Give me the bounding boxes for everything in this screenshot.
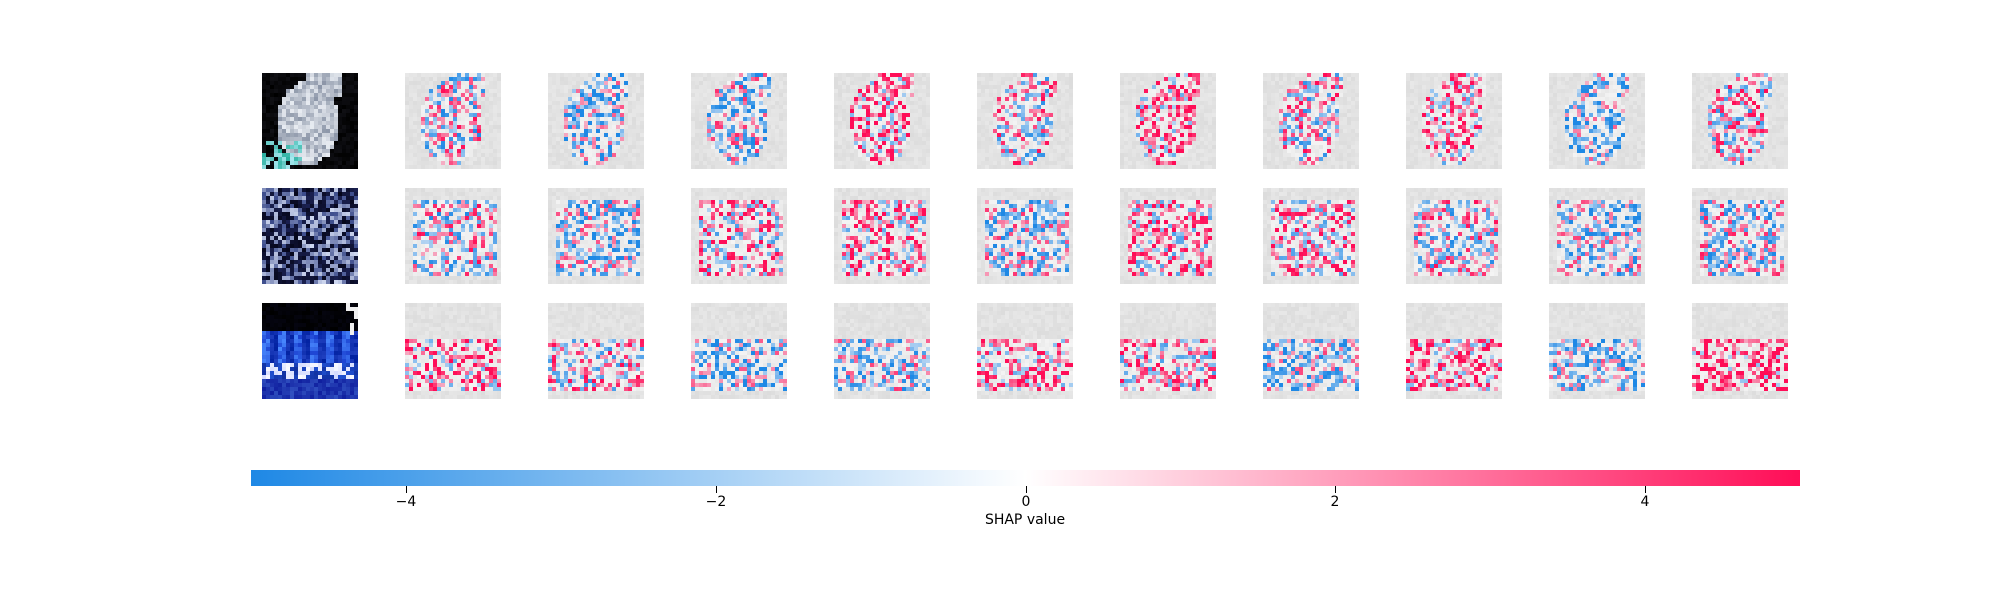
shap-map: [405, 73, 501, 169]
shap-map-image-2-class-8: [1549, 188, 1645, 284]
colorbar-gradient: [251, 470, 1800, 486]
colorbar-tick: [406, 486, 407, 493]
shap-map: [691, 188, 787, 284]
shap-map-image-1-class-2: [691, 73, 787, 169]
shap-map: [1549, 188, 1645, 284]
shap-map-image-1-class-8: [1549, 73, 1645, 169]
shap-map-image-1-class-6: [1263, 73, 1359, 169]
shap-map: [405, 188, 501, 284]
input-image-image-1: [262, 73, 358, 169]
colorbar-tick: [1645, 486, 1646, 493]
shap-map-image-1-class-5: [1120, 73, 1216, 169]
shap-map: [548, 303, 644, 399]
shap-map-image-1-class-7: [1406, 73, 1502, 169]
shap-map: [691, 303, 787, 399]
shap-map: [1549, 303, 1645, 399]
shap-map-image-1-class-3: [834, 73, 930, 169]
shap-map-image-1-class-9: [1692, 73, 1788, 169]
input-image: [262, 188, 358, 284]
shap-map-image-2-class-5: [1120, 188, 1216, 284]
shap-map-image-2-class-7: [1406, 188, 1502, 284]
shap-map-image-2-class-2: [691, 188, 787, 284]
shap-map-image-2-class-3: [834, 188, 930, 284]
input-image-image-3: [262, 303, 358, 399]
shap-map: [1406, 303, 1502, 399]
shap-map: [1120, 303, 1216, 399]
shap-map: [548, 188, 644, 284]
colorbar-tick: [716, 486, 717, 493]
shap-map-image-2-class-6: [1263, 188, 1359, 284]
shap-map: [405, 303, 501, 399]
shap-map-image-1-class-1: [548, 73, 644, 169]
shap-map: [1120, 73, 1216, 169]
shap-map: [548, 73, 644, 169]
shap-map-image-2-class-9: [1692, 188, 1788, 284]
shap-map: [1692, 303, 1788, 399]
colorbar-tick: [1335, 486, 1336, 493]
colorbar-tick-label: 4: [1640, 494, 1650, 510]
shap-map: [1120, 188, 1216, 284]
shap-map: [1549, 73, 1645, 169]
input-image: [262, 303, 358, 399]
shap-map: [834, 73, 930, 169]
colorbar: [251, 470, 1800, 486]
shap-map: [1406, 73, 1502, 169]
shap-map-image-3-class-4: [977, 303, 1073, 399]
colorbar-tick-label: −4: [395, 494, 417, 510]
shap-map-image-2-class-4: [977, 188, 1073, 284]
input-image: [262, 73, 358, 169]
colorbar-tick-label: 2: [1330, 494, 1340, 510]
shap-map-image-2-class-1: [548, 188, 644, 284]
shap-map: [977, 303, 1073, 399]
shap-map: [834, 188, 930, 284]
shap-map: [1263, 188, 1359, 284]
shap-map-image-3-class-6: [1263, 303, 1359, 399]
shap-map: [1692, 188, 1788, 284]
shap-map-image-1-class-4: [977, 73, 1073, 169]
input-image-image-2: [262, 188, 358, 284]
shap-map-image-3-class-3: [834, 303, 930, 399]
shap-map: [977, 188, 1073, 284]
shap-map-image-3-class-5: [1120, 303, 1216, 399]
shap-map-image-3-class-9: [1692, 303, 1788, 399]
shap-map-image-2-class-0: [405, 188, 501, 284]
shap-map: [1263, 303, 1359, 399]
shap-map-image-1-class-0: [405, 73, 501, 169]
shap-map: [1406, 188, 1502, 284]
colorbar-tick-label: 0: [1021, 494, 1031, 510]
shap-map-image-3-class-8: [1549, 303, 1645, 399]
shap-image-grid: [262, 73, 1788, 399]
colorbar-label: SHAP value: [984, 512, 1066, 528]
shap-map: [834, 303, 930, 399]
colorbar-tick: [1026, 486, 1027, 493]
colorbar-tick-label: −2: [705, 494, 727, 510]
shap-map-image-3-class-2: [691, 303, 787, 399]
shap-map: [977, 73, 1073, 169]
shap-map-image-3-class-7: [1406, 303, 1502, 399]
shap-map: [1263, 73, 1359, 169]
shap-map: [691, 73, 787, 169]
shap-map: [1692, 73, 1788, 169]
shap-map-image-3-class-1: [548, 303, 644, 399]
shap-map-image-3-class-0: [405, 303, 501, 399]
